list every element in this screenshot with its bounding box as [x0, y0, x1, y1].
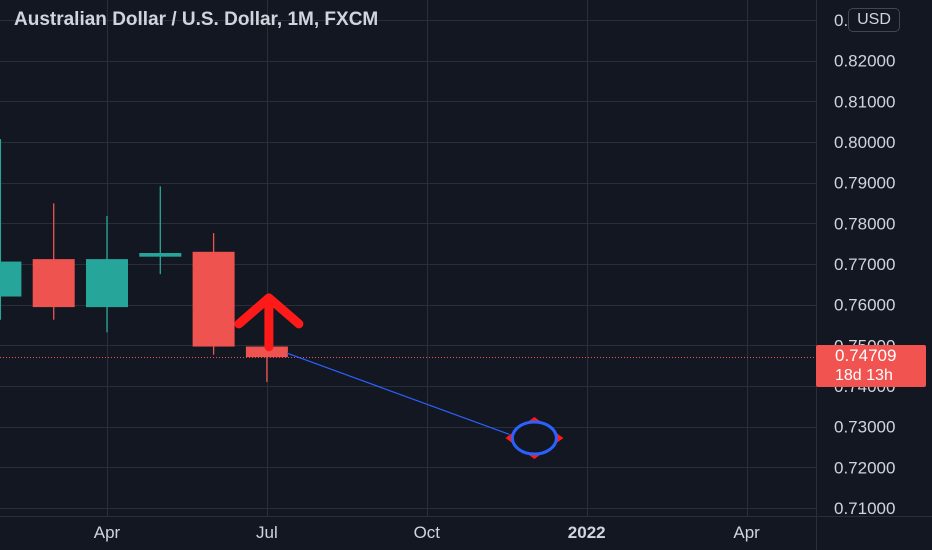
bar-countdown-label: 18d 13h: [835, 367, 893, 384]
x-tick-label: Apr: [733, 523, 760, 542]
x-tick-label: Apr: [94, 523, 121, 542]
currency-button[interactable]: USD: [848, 8, 900, 32]
candle-body: [139, 253, 182, 257]
trend-line-annotation: [286, 352, 510, 435]
chart-title: Australian Dollar / U.S. Dollar, 1M, FXC…: [14, 9, 379, 30]
y-tick-label: 0.76000: [834, 296, 895, 315]
candle-body: [86, 259, 128, 308]
y-tick-label: 0.77000: [834, 255, 895, 274]
candle-body: [32, 259, 75, 308]
last-price-label: 0.74709: [835, 346, 897, 365]
y-tick-label: 0.78000: [834, 214, 895, 233]
y-tick-label: 0.73000: [834, 418, 895, 437]
x-tick-label: Oct: [414, 523, 441, 542]
y-tick-label: 0.81000: [834, 92, 895, 111]
target-marker-circle: [510, 420, 558, 456]
y-tick-label: 0.71000: [834, 499, 895, 518]
y-tick-label: 0.82000: [834, 52, 895, 71]
x-tick-label: 2022: [568, 523, 606, 542]
candle-body: [192, 251, 235, 347]
candle-body: [245, 346, 288, 358]
x-tick-label: Jul: [256, 523, 278, 542]
y-tick-label: 0.79000: [834, 174, 895, 193]
last-price-tag: 0.74709 18d 13h: [816, 345, 926, 387]
y-tick-label: 0.80000: [834, 133, 895, 152]
arrow-up-annotation: [234, 293, 304, 352]
y-tick-label: 0.72000: [834, 458, 895, 477]
candle-body: [0, 261, 22, 297]
